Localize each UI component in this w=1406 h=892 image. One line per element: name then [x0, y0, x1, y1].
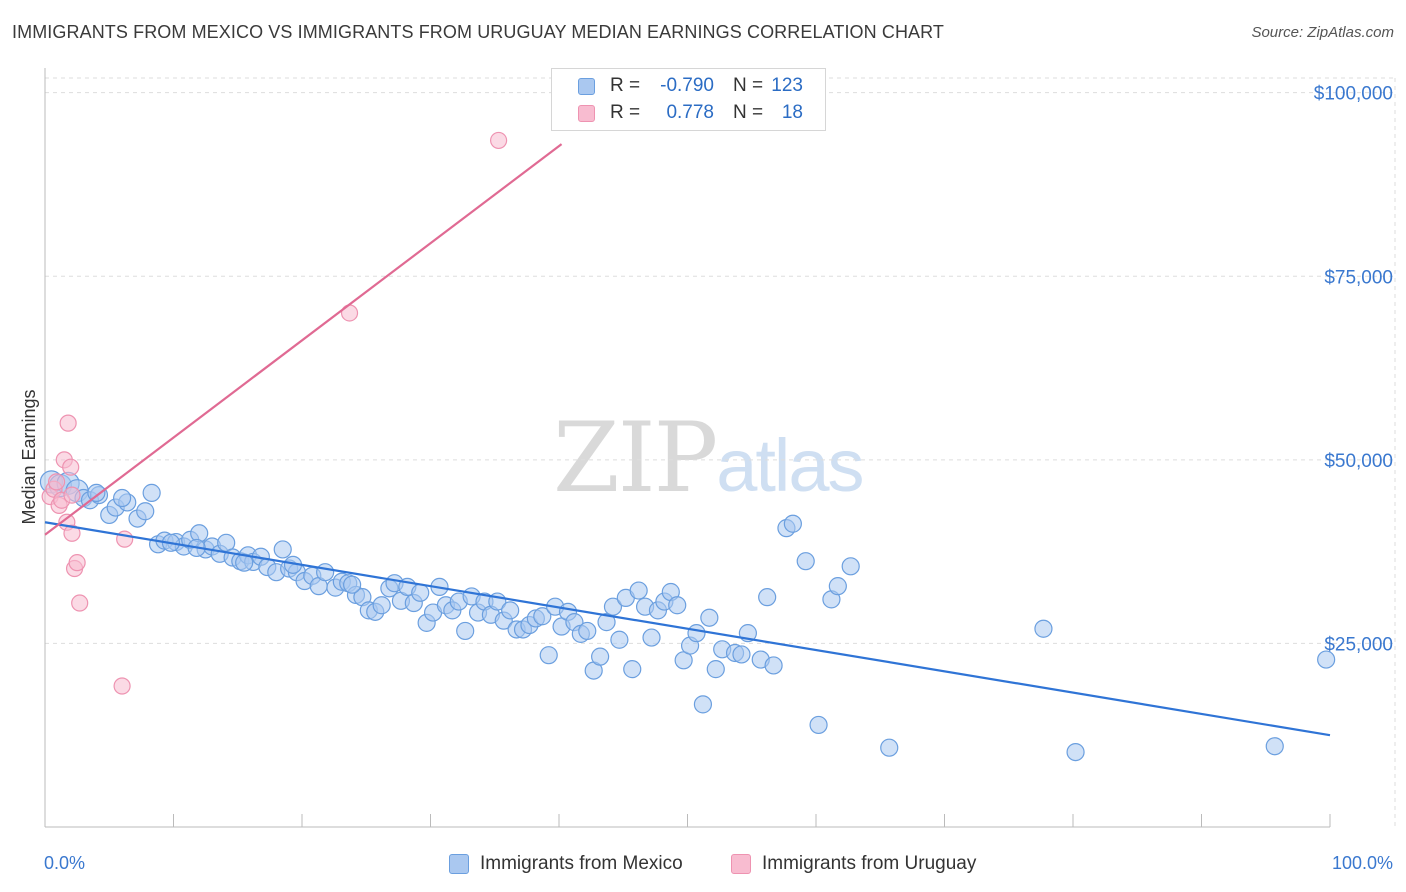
r-label: R = — [610, 75, 641, 96]
mexico-point — [87, 483, 106, 502]
mexico-point — [411, 583, 430, 602]
mexico-point — [533, 607, 552, 626]
y-axis-label: Median Earnings — [19, 389, 39, 524]
uruguay-point — [47, 473, 66, 491]
mexico-point — [112, 488, 132, 508]
mexico-point — [591, 647, 610, 666]
mexico-point — [700, 608, 719, 627]
mexico-points — [39, 470, 1336, 762]
chart-title: IMMIGRANTS FROM MEXICO VS IMMIGRANTS FRO… — [12, 22, 945, 42]
mexico-point — [706, 660, 725, 679]
x-tick-label: 100.0% — [1332, 853, 1393, 873]
y-tick-label: $75,000 — [1324, 267, 1393, 288]
uruguay-point — [59, 414, 77, 432]
uruguay-point — [63, 486, 81, 504]
mexico-point — [235, 553, 254, 572]
uruguay-point — [63, 524, 81, 542]
r-label: R = — [610, 102, 641, 123]
y-tick-label: $25,000 — [1324, 634, 1393, 655]
uruguay-points — [41, 131, 508, 695]
mexico-point — [142, 483, 161, 502]
mexico-point — [1066, 742, 1085, 762]
mexico-point — [603, 597, 623, 616]
legend-label: Immigrants from Mexico — [480, 853, 683, 874]
mexico-legend-swatch — [449, 854, 469, 874]
mexico-point — [343, 575, 362, 594]
source-label: Source: ZipAtlas.com — [1251, 24, 1394, 41]
n-label: N = — [733, 75, 764, 96]
mexico-point — [828, 577, 847, 596]
mexico-point — [693, 695, 713, 714]
mexico-point — [539, 646, 558, 665]
stats-box: R = -0.790 N = 123 R = 0.778 N = 18 — [551, 68, 826, 131]
x-tick-label: 0.0% — [44, 853, 85, 873]
mexico-point — [758, 588, 777, 607]
mexico-point — [597, 613, 616, 632]
n-value: 123 — [771, 75, 803, 96]
mexico-point — [687, 624, 706, 643]
mexico-point — [623, 660, 642, 679]
mexico-point — [880, 738, 899, 757]
mexico-point — [1265, 737, 1284, 756]
mexico-point — [372, 596, 391, 615]
n-value: 18 — [781, 102, 803, 123]
mexico-point — [642, 628, 661, 647]
mexico-point — [456, 621, 475, 641]
uruguay-point — [71, 594, 89, 612]
uruguay-trend-line — [44, 143, 563, 536]
mexico-point — [764, 656, 783, 675]
mexico-point — [501, 601, 520, 620]
uruguay-swatch — [578, 105, 595, 122]
mexico-point — [136, 502, 155, 521]
mexico-point — [1317, 650, 1336, 669]
mexico-point — [841, 557, 860, 576]
mexico-point — [783, 514, 802, 533]
y-tick-label: $50,000 — [1324, 451, 1393, 472]
legend-label: Immigrants from Uruguay — [762, 853, 977, 874]
mexico-swatch — [578, 78, 595, 95]
n-label: N = — [733, 102, 764, 123]
mexico-point — [190, 524, 209, 543]
mexico-point — [578, 621, 597, 641]
r-value: -0.790 — [660, 75, 714, 96]
mexico-point — [796, 552, 815, 571]
uruguay-point — [62, 458, 80, 476]
mexico-point — [1034, 619, 1053, 638]
mexico-point — [273, 540, 292, 559]
mexico-trend-line — [44, 521, 1331, 737]
uruguay-legend-swatch — [731, 854, 751, 874]
mexico-point — [809, 715, 828, 735]
r-value: 0.778 — [666, 102, 714, 123]
uruguay-point — [68, 554, 86, 572]
uruguay-point — [490, 131, 508, 150]
y-tick-label: $100,000 — [1314, 84, 1393, 105]
mexico-point — [629, 581, 648, 600]
mexico-point — [316, 563, 335, 582]
mexico-point — [732, 645, 751, 664]
uruguay-point — [113, 677, 131, 695]
mexico-point — [610, 630, 629, 649]
mexico-point — [668, 596, 687, 615]
